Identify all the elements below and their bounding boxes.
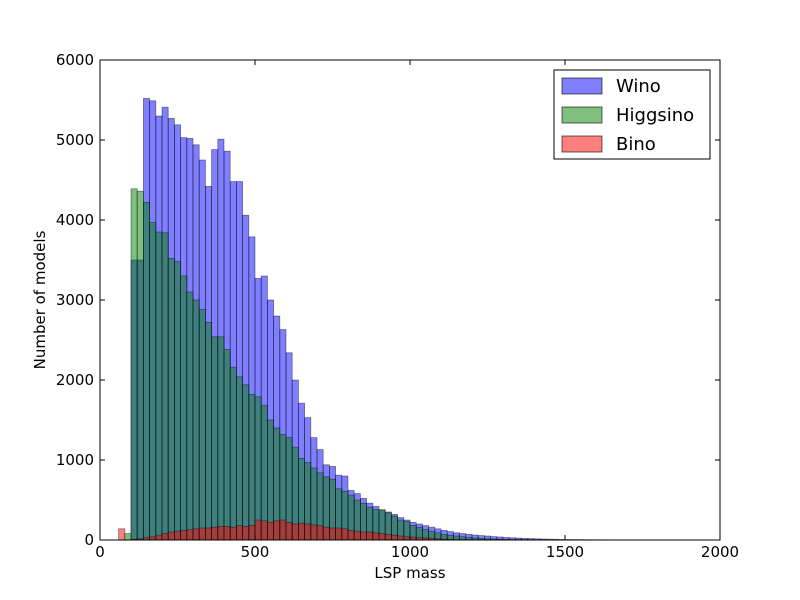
bar-bino [192,528,200,541]
bar-bino [211,526,219,541]
bar-bino [328,527,336,541]
bar-bino [291,523,299,541]
bar-bino [235,525,243,541]
bar-higgsino [198,309,206,541]
bar-bino [341,528,349,541]
plot-frame [99,59,721,541]
bar-bino [384,534,392,541]
bar-bino [204,527,212,541]
bar-higgsino [235,376,243,541]
bar-bino [248,525,256,541]
bar-bino [155,534,163,541]
bar-bino [223,526,231,541]
y-tick-label: 5000 [56,131,94,149]
tick-labels-layer: 0 500 1000 1500 2000 0 1000 2000 3000 4000 5000 600… [56,51,739,561]
bar-higgsino [229,366,237,541]
bar-bino [353,530,361,541]
bar-higgsino [254,396,262,541]
bar-bino [254,519,262,541]
legend-swatch-bino [561,135,603,153]
bar-bino [359,531,367,541]
bar-higgsino [186,291,194,541]
bar-bino [285,522,293,541]
bar-bino [397,535,405,541]
bar-bino [186,529,194,541]
bar-higgsino [161,232,169,541]
bar-bino [229,526,237,541]
bar-higgsino [136,190,144,541]
bar-bino [198,527,206,541]
bar-bino [266,522,274,541]
bar-bino [273,520,281,541]
bar-higgsino [266,419,274,541]
y-tick-label: 4000 [56,211,94,229]
bar-bino [304,523,312,541]
bar-bino [180,530,188,541]
bar-bino [217,526,225,541]
bar-bino [316,525,324,541]
bar-bino [242,526,250,541]
bar-higgsino [155,231,163,541]
y-tick-label: 2000 [56,371,94,389]
bar-higgsino [142,201,150,541]
bar-bino [161,533,169,541]
legend-label-wino: Wino [616,76,661,97]
bar-bino [372,532,380,541]
bar-higgsino [211,336,219,541]
bar-bino [260,520,268,541]
y-tick-label: 1000 [56,451,94,469]
bar-higgsino [223,349,231,541]
bar-bino [310,524,318,541]
bar-higgsino [260,405,268,541]
bar-higgsino [173,261,181,541]
bar-higgsino [248,393,256,541]
bar-bino [347,530,355,541]
bar-bino [173,530,181,541]
x-tick-label: 1500 [546,543,584,561]
y-tick-label: 6000 [56,51,94,69]
legend-swatch-wino [561,77,603,95]
bar-bino [297,522,305,541]
bar-higgsino [192,299,200,541]
bar-bino [378,533,386,541]
bar-bino [279,519,287,541]
x-tick-label: 0 [95,543,105,561]
bar-bino [390,534,398,541]
x-tick-label: 2000 [701,543,739,561]
bar-higgsino [130,188,138,541]
bar-higgsino [217,336,225,541]
legend-label-bino: Bino [616,134,656,155]
x-tick-label: 1000 [391,543,429,561]
x-axis-title: LSP mass [374,564,445,582]
legend: Wino Higgsino Bino [553,69,711,160]
bar-higgsino [242,384,250,541]
bar-bino [335,527,343,541]
bar-higgsino [149,221,157,541]
x-tick-label: 500 [241,543,270,561]
bar-higgsino [180,275,188,541]
legend-swatch-higgsino [561,106,603,124]
bar-higgsino [167,257,175,541]
y-tick-label: 0 [84,531,94,549]
y-axis-title: Number of models [31,230,49,369]
bar-higgsino [204,321,212,541]
bar-bino [118,528,126,541]
bar-higgsino [124,533,132,541]
legend-label-higgsino: Higgsino [616,105,694,126]
bar-bino [167,531,175,541]
bar-bino [322,526,330,541]
bar-bino [366,531,374,541]
y-tick-label: 3000 [56,291,94,309]
